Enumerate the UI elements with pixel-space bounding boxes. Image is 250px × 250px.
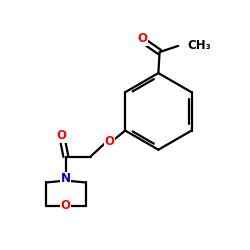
Text: O: O [104, 135, 114, 148]
Text: N: N [61, 172, 71, 185]
Text: CH₃: CH₃ [188, 40, 211, 52]
Text: O: O [56, 129, 66, 142]
Text: O: O [61, 200, 71, 212]
Text: O: O [137, 32, 147, 46]
